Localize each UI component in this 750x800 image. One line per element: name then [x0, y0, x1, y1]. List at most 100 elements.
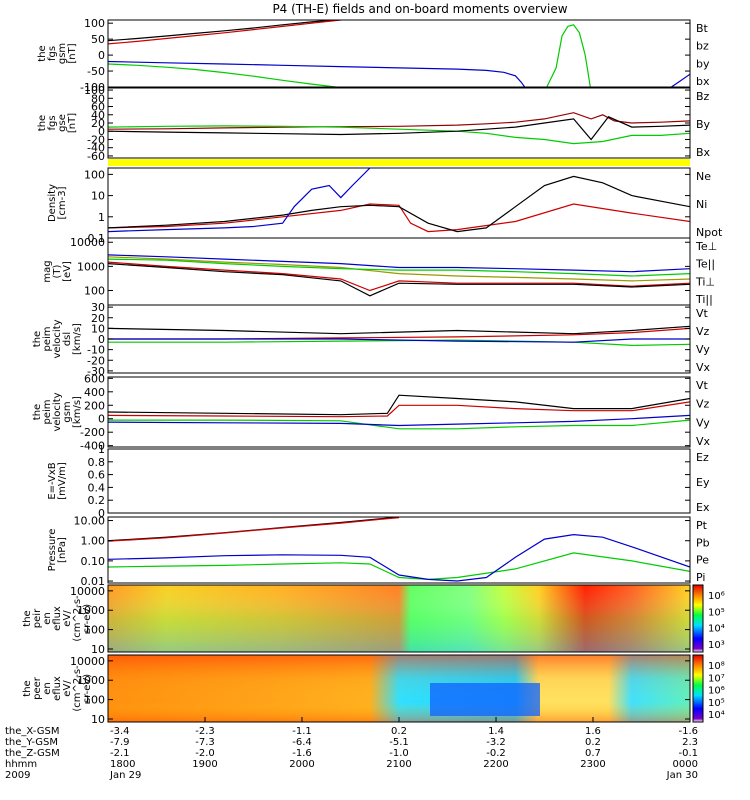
y-axis-label: the — [22, 610, 33, 626]
y-tick-label: 0.4 — [88, 481, 106, 494]
series-line-by — [108, 125, 690, 145]
x-tick-value: 2100 — [386, 759, 411, 770]
legend-ey: Ey — [696, 476, 710, 489]
colorbar-tick-label: 10⁵ — [708, 698, 725, 709]
y-axis-label: fgs — [47, 46, 58, 61]
x-tick-value: 0.2 — [391, 726, 407, 737]
colorbar-tick-label: 10⁴ — [708, 710, 725, 721]
series-group — [108, 517, 690, 582]
y-axis-label: sr-eV) — [82, 674, 93, 703]
series-line-vt — [108, 325, 690, 335]
series-line-by — [108, 24, 591, 87]
y-tick-label: 20 — [91, 312, 105, 325]
y-tick-label: 100 — [84, 694, 105, 707]
y-axis-label: peim — [42, 399, 53, 424]
series-line-ti — [108, 258, 690, 277]
y-axis-label: the — [37, 45, 48, 61]
legend-vx: Vx — [696, 435, 711, 448]
series-line-vy — [108, 419, 690, 430]
y-axis-label: gsm — [57, 43, 68, 64]
y-tick-label: 0 — [98, 125, 105, 138]
x-tick-value: -7.3 — [195, 737, 215, 748]
y-axis-label: peir — [32, 608, 43, 628]
y-tick-label: 0.8 — [88, 456, 106, 469]
peer-spectrogram-low-flux — [430, 683, 540, 716]
series-line-bt — [108, 20, 341, 42]
colorbar-tick-label: 10⁶ — [708, 591, 725, 602]
x-tick-value: 2.3 — [682, 737, 698, 748]
x-tick-value: -1.1 — [292, 726, 312, 737]
colorbar-tick-label: 10⁵ — [708, 607, 725, 618]
legend-pe: Pe — [696, 554, 709, 567]
peer-spectrogram-band — [108, 655, 690, 722]
y-axis-label: en — [42, 682, 53, 695]
x-tick-value: -1.6 — [678, 726, 698, 737]
series-line-vz — [108, 401, 690, 418]
y-tick-label: 200 — [84, 399, 105, 412]
legend-ni: Ni — [696, 198, 707, 211]
y-tick-label: 50 — [91, 33, 105, 46]
panel-frame — [107, 87, 691, 159]
x-tick-value: -6.4 — [292, 737, 312, 748]
y-axis-label: eV/ — [62, 610, 73, 627]
legend-ti: Ti|| — [695, 293, 713, 306]
y-axis-label: (T) — [52, 264, 63, 278]
y-axis-label: the — [37, 115, 48, 131]
peir-spectrogram — [108, 585, 690, 652]
panel-frame — [107, 376, 691, 448]
series-group — [108, 112, 690, 145]
y-tick-label: 10 — [91, 190, 105, 203]
legend-npot: Npot — [696, 226, 723, 239]
x-tick-value: -1.6 — [292, 748, 312, 759]
colorbar-tick-label: 10⁸ — [708, 661, 725, 672]
y-tick-label: 1000 — [77, 604, 105, 617]
x-tick-value: 2300 — [580, 759, 605, 770]
x-axis-row-label: 2009 — [5, 770, 30, 781]
y-axis-label: velocity — [52, 319, 63, 358]
x-tick-value: 2000 — [289, 759, 314, 770]
series-line-bz — [108, 20, 341, 45]
y-tick-label: -50 — [87, 65, 105, 78]
y-axis-label: [eV] — [62, 261, 73, 282]
y-axis-label: gsm — [62, 401, 73, 422]
panel-peir_en_eflux: 10000 1000 100 10 the peir en eflux eV/(cm^2-s-s… — [22, 584, 725, 656]
y-axis-label: eV/ — [62, 680, 73, 697]
y-axis-label: eflux — [52, 606, 63, 631]
y-axis-label: [mV/m] — [57, 462, 68, 500]
series-line-vx — [108, 414, 690, 427]
panel-frame — [107, 516, 691, 584]
legend-ti: Ti⊥ — [695, 275, 715, 288]
legend-bx: Bx — [696, 146, 711, 159]
y-axis-label: Pressure — [47, 529, 58, 572]
legend-vx: Vx — [696, 361, 711, 374]
y-tick-label: 0.2 — [88, 494, 106, 507]
legend-vt: Vt — [696, 379, 709, 392]
legend-te: Te⊥ — [695, 240, 717, 253]
series-line-pi — [108, 533, 690, 582]
y-tick-label: -100 — [80, 81, 105, 94]
series-group — [108, 168, 690, 233]
legend-vt: Vt — [696, 307, 709, 320]
colorbar-tick-label: 10⁴ — [708, 624, 725, 635]
y-tick-label: 1 — [98, 443, 105, 456]
legend-bt: Bt — [696, 22, 709, 35]
series-line-ne — [108, 203, 690, 233]
x-tick-value: -2.3 — [195, 726, 215, 737]
peir-colorbar — [692, 584, 704, 653]
y-axis-label: fgs — [47, 115, 58, 130]
series-line-pe — [108, 552, 690, 581]
legend-pb: Pb — [696, 536, 710, 549]
x-tick-value: 1.6 — [585, 726, 601, 737]
y-tick-label: 10000 — [70, 585, 105, 598]
panel-efield: Ez Ey Ex 10.80.60.40.20 E=-VxB [mV/m] — [47, 443, 710, 520]
series-line-ti — [108, 256, 690, 282]
y-tick-label: 10 — [91, 322, 105, 335]
legend-by: By — [696, 118, 711, 131]
panel-fgs_gsm: Bt bz by bx 100 50 0 -50 -100 the fgs gsm [nT] — [37, 17, 710, 94]
mode-bar — [108, 159, 690, 166]
y-tick-label: 0.01 — [81, 575, 106, 588]
y-tick-label: 30 — [91, 301, 105, 314]
y-axis-label: [nT] — [67, 43, 78, 63]
